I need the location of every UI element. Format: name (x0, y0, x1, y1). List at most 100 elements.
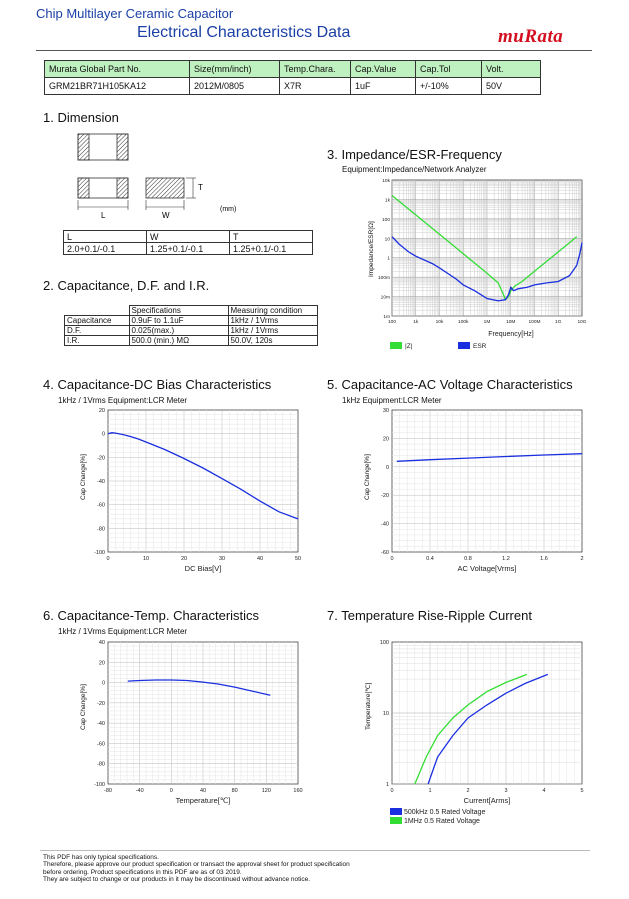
data-line (427, 673, 549, 785)
x-tick-label: 10k (436, 319, 444, 325)
y-tick-label: 1 (387, 256, 390, 262)
legend-swatch-esr (458, 342, 470, 349)
spec-value: 2012M/0805 (189, 77, 280, 95)
section-ripple-title: 7. Temperature Rise-Ripple Current (327, 608, 532, 623)
cap-cell: 0.025(max.) (128, 325, 229, 336)
x-tick-label: 40 (257, 556, 263, 562)
data-line (391, 194, 578, 301)
cap-cell: 1kHz / 1Vrms (227, 315, 318, 326)
y-tick-label: -80 (97, 762, 105, 768)
x-tick-label: 0 (390, 788, 393, 794)
page-title: Electrical Characteristics Data (137, 24, 351, 41)
x-tick-label: 160 (293, 788, 302, 794)
y-tick-label: 0 (102, 681, 105, 687)
plot-area (391, 409, 583, 553)
dimension-table: L W T 2.0+0.1/-0.1 1.25+0.1/-0.1 1.25+0.… (63, 230, 313, 255)
section-temp-title: 6. Capacitance-Temp. Characteristics (43, 608, 260, 623)
spec-value: 1uF (350, 77, 416, 95)
x-tick-label: 80 (232, 788, 238, 794)
y-tick-label: -80 (97, 526, 105, 532)
x-axis-label: Frequency[Hz] (488, 331, 534, 338)
x-tick-label: 120 (262, 788, 271, 794)
x-tick-label: 4 (542, 788, 545, 794)
x-tick-label: 40 (200, 788, 206, 794)
y-tick-label: -60 (97, 741, 105, 747)
ripple-ylabel: Temperature[℃] (365, 682, 372, 730)
spec-value: +/-10% (415, 77, 482, 95)
footer-line: This PDF has only typical specifications… (43, 854, 159, 861)
y-tick-label: -60 (381, 550, 389, 556)
x-tick-label: 1M (484, 319, 491, 325)
x-tick-label: 100 (388, 319, 396, 325)
x-tick-label: 10G (577, 319, 586, 325)
footer-rule (40, 850, 590, 851)
y-tick-label: 20 (383, 436, 389, 442)
dim-header: L (63, 230, 147, 243)
y-tick-label: 100 (380, 640, 389, 646)
dim-value: 1.25+0.1/-0.1 (146, 242, 230, 255)
y-tick-label: 100m (378, 275, 390, 281)
x-tick-label: 10M (506, 319, 515, 325)
legend-label: 1MHz 0.5 Rated Voltage (404, 818, 480, 825)
dim-header: T (229, 230, 313, 243)
x-axis-label: AC Voltage[Vrms] (458, 564, 517, 573)
temp-chart: -80 -40 0 40 80 120 16040200-20-40-60-80-100Te… (94, 640, 303, 805)
spec-header: Temp.Chara. (279, 60, 351, 78)
cap-cell: D.F. (64, 325, 130, 336)
section-capacitance-title: 2. Capacitance, D.F. and I.R. (43, 278, 210, 293)
x-tick-label: 2 (580, 556, 583, 562)
x-axis-label: DC Bias[V] (185, 564, 222, 573)
spec-value: 50V (481, 77, 541, 95)
section-dcbias-title: 4. Capacitance-DC Bias Characteristics (43, 377, 272, 392)
temp-equipment: 1kHz / 1Vrms Equipment:LCR Meter (58, 627, 188, 636)
label-T: T (198, 183, 203, 192)
dimension-drawing: L W T (mm) (77, 133, 236, 220)
data-line (414, 673, 528, 785)
footer-line: They are subject to change or our produc… (43, 876, 311, 884)
footer-notes: This PDF has only typical specifications… (43, 854, 463, 884)
legend-label: 500kHz 0.5 Rated Voltage (404, 809, 485, 816)
cap-header (64, 305, 130, 316)
y-tick-label: 10 (385, 236, 391, 242)
dim-value: 2.0+0.1/-0.1 (63, 242, 147, 255)
dim-value: 1.25+0.1/-0.1 (229, 242, 313, 255)
y-tick-label: -40 (97, 479, 105, 485)
cap-cell: 50.0V, 120s (227, 335, 318, 346)
cap-cell: I.R. (64, 335, 130, 346)
label-W: W (162, 211, 170, 220)
header-rule (36, 50, 592, 51)
x-axis-label: Temperature[℃] (176, 796, 231, 805)
dc-bias-chart: 0 10 20 30 40 50 20 0 -20 -40 -60 -80 -100 DC Bias[V] (94, 408, 301, 573)
dc-equipment: 1kHz / 1Vrms Equipment:LCR Meter (58, 396, 188, 405)
y-tick-label: -20 (97, 455, 105, 461)
imp-equipment: Equipment:Impedance/Network Analyzer (342, 165, 487, 174)
legend-swatch (390, 817, 402, 824)
x-tick-label: 1k (413, 319, 419, 325)
y-tick-label: 1m (383, 314, 390, 320)
impedance-chart: 100 1k 10k 100k 1M 10M 100M 1G 10G 10k 1k 100 10 1 100… (378, 178, 587, 350)
dim-header: W (146, 230, 230, 243)
x-tick-label: 20 (181, 556, 187, 562)
y-tick-label: -100 (94, 782, 105, 788)
y-tick-label: 10k (382, 178, 390, 184)
y-tick-label: 30 (383, 408, 389, 414)
y-tick-label: -40 (381, 522, 389, 528)
brand-logo: muRata (498, 26, 564, 47)
x-tick-label: 3 (504, 788, 507, 794)
y-tick-label: 1 (386, 782, 389, 788)
x-tick-label: 1.2 (502, 556, 510, 562)
spec-header: Size(mm/inch) (189, 60, 280, 78)
data-line (127, 679, 271, 696)
x-tick-label: -80 (104, 788, 112, 794)
cap-header: Specifications (128, 305, 229, 316)
x-tick-label: 1 (428, 788, 431, 794)
y-tick-label: 10 (383, 711, 389, 717)
cap-cell: 0.9uF to 1.1uF (128, 315, 229, 326)
x-tick-label: 0 (390, 556, 393, 562)
y-tick-label: 10m (381, 295, 390, 301)
dc-ylabel: Cap Change[%] (80, 454, 87, 500)
legend-label-z: |Z| (405, 343, 413, 350)
legend-label-esr: ESR (473, 343, 487, 350)
y-tick-label: 20 (99, 660, 105, 666)
spec-header-row: Murata Global Part No. Size(mm/inch) Tem… (44, 60, 541, 78)
